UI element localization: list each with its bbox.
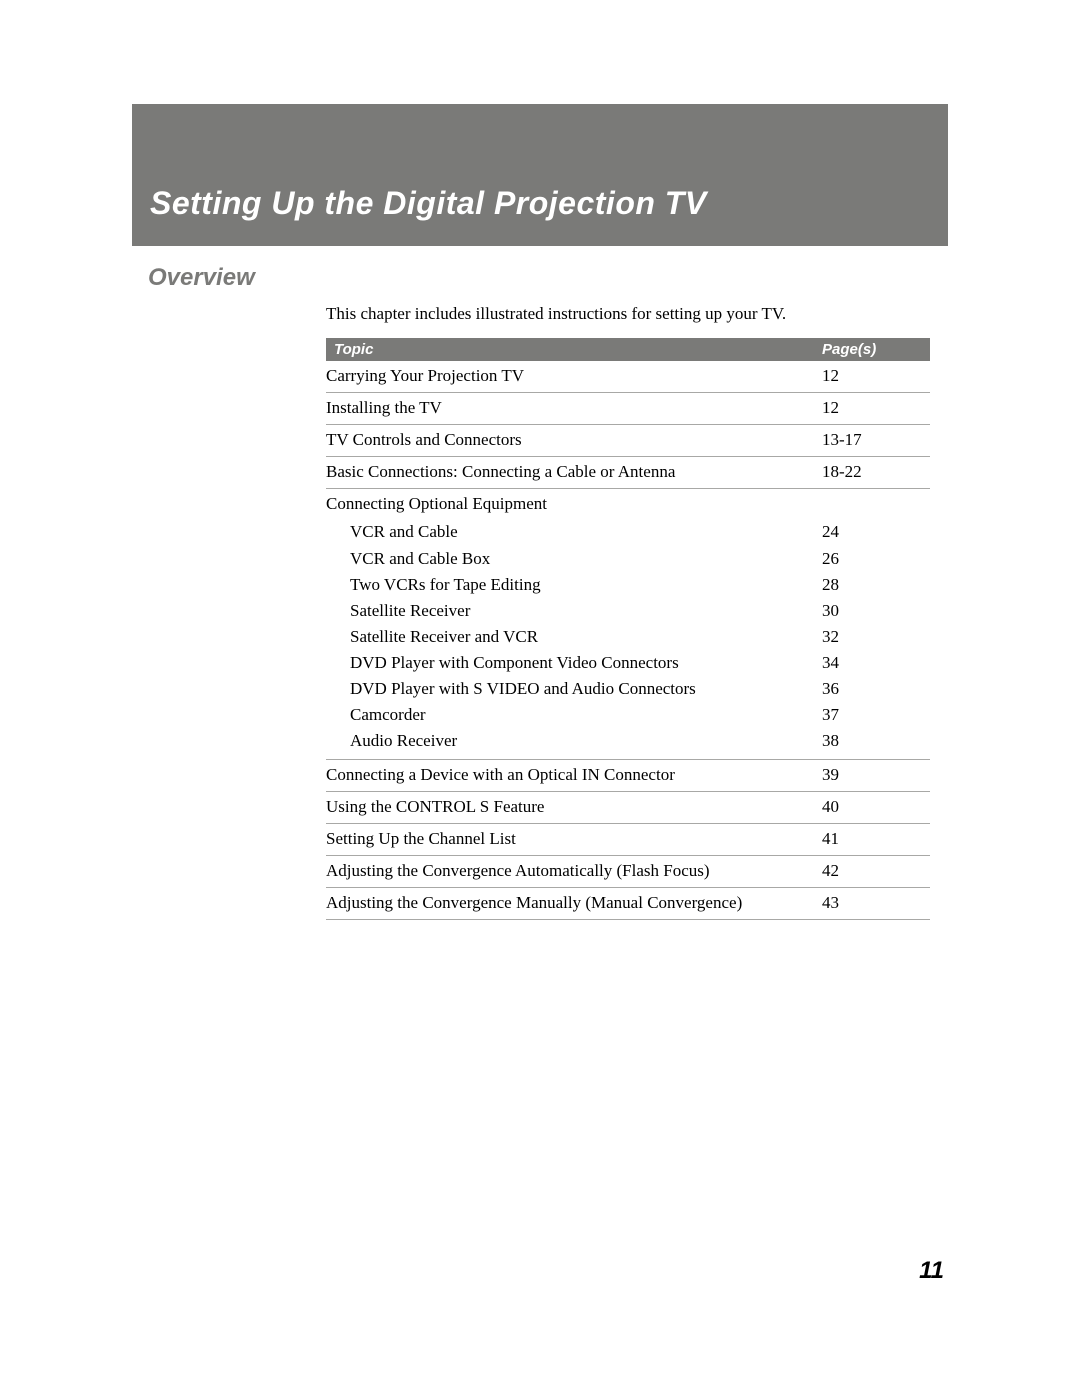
table-row: Adjusting the Convergence Automatically … bbox=[326, 856, 930, 888]
table-subrow: Two VCRs for Tape Editing28 bbox=[326, 572, 930, 598]
table-row: Carrying Your Projection TV12 bbox=[326, 361, 930, 393]
subrow-topic: Two VCRs for Tape Editing bbox=[350, 574, 822, 596]
header-pages: Page(s) bbox=[822, 341, 922, 358]
subrow-pages: 26 bbox=[822, 548, 922, 570]
row-topic: Adjusting the Convergence Manually (Manu… bbox=[326, 892, 822, 915]
topics-table: Topic Page(s) Carrying Your Projection T… bbox=[326, 338, 930, 920]
subrow-topic: VCR and Cable bbox=[350, 521, 822, 543]
row-pages: 40 bbox=[822, 796, 922, 819]
row-topic: Carrying Your Projection TV bbox=[326, 365, 822, 388]
table-subrow: DVD Player with Component Video Connecto… bbox=[326, 650, 930, 676]
subrow-pages: 24 bbox=[822, 521, 922, 543]
subrow-pages: 34 bbox=[822, 652, 922, 674]
chapter-title: Setting Up the Digital Projection TV bbox=[150, 185, 707, 222]
sub-block-end: Audio Receiver38 bbox=[326, 728, 930, 760]
row-topic: Using the CONTROL S Feature bbox=[326, 796, 822, 819]
subrow-topic: Satellite Receiver and VCR bbox=[350, 626, 822, 648]
row-pages: 18-22 bbox=[822, 461, 922, 484]
subrow-topic: DVD Player with S VIDEO and Audio Connec… bbox=[350, 678, 822, 700]
row-topic: TV Controls and Connectors bbox=[326, 429, 822, 452]
subrow-topic: DVD Player with Component Video Connecto… bbox=[350, 652, 822, 674]
table-row: Adjusting the Convergence Manually (Manu… bbox=[326, 888, 930, 920]
table-subrow: Audio Receiver38 bbox=[326, 728, 930, 754]
chapter-header-bar: Setting Up the Digital Projection TV bbox=[132, 104, 948, 246]
table-row: TV Controls and Connectors13-17 bbox=[326, 425, 930, 457]
subrow-pages: 37 bbox=[822, 704, 922, 726]
intro-text: This chapter includes illustrated instru… bbox=[326, 302, 930, 326]
table-subrow: DVD Player with S VIDEO and Audio Connec… bbox=[326, 676, 930, 702]
table-body: Carrying Your Projection TV12Installing … bbox=[326, 361, 930, 920]
table-group-header: Connecting Optional Equipment bbox=[326, 489, 930, 520]
row-pages: 13-17 bbox=[822, 429, 922, 452]
subrow-pages: 38 bbox=[822, 730, 922, 752]
subrow-pages: 28 bbox=[822, 574, 922, 596]
row-topic: Installing the TV bbox=[326, 397, 822, 420]
subrow-pages: 30 bbox=[822, 600, 922, 622]
row-topic: Adjusting the Convergence Automatically … bbox=[326, 860, 822, 883]
table-row: Basic Connections: Connecting a Cable or… bbox=[326, 457, 930, 489]
row-pages: 12 bbox=[822, 365, 922, 388]
subrow-topic: Camcorder bbox=[350, 704, 822, 726]
section-title: Overview bbox=[148, 264, 255, 292]
row-pages: 41 bbox=[822, 828, 922, 851]
row-pages: 39 bbox=[822, 764, 922, 787]
content-area: This chapter includes illustrated instru… bbox=[326, 302, 930, 920]
table-subrow: Satellite Receiver30 bbox=[326, 598, 930, 624]
subrow-pages: 32 bbox=[822, 626, 922, 648]
row-pages: 43 bbox=[822, 892, 922, 915]
table-header-row: Topic Page(s) bbox=[326, 338, 930, 361]
table-subrow: VCR and Cable24 bbox=[326, 519, 930, 545]
row-topic: Connecting a Device with an Optical IN C… bbox=[326, 764, 822, 787]
table-row: Installing the TV12 bbox=[326, 393, 930, 425]
table-subrow: VCR and Cable Box26 bbox=[326, 546, 930, 572]
header-topic: Topic bbox=[334, 341, 822, 358]
table-row: Connecting a Device with an Optical IN C… bbox=[326, 760, 930, 792]
table-subrow: Camcorder37 bbox=[326, 702, 930, 728]
table-row: Using the CONTROL S Feature40 bbox=[326, 792, 930, 824]
table-subrow: Satellite Receiver and VCR32 bbox=[326, 624, 930, 650]
table-row: Setting Up the Channel List41 bbox=[326, 824, 930, 856]
page-number: 11 bbox=[919, 1257, 944, 1285]
subrow-topic: Satellite Receiver bbox=[350, 600, 822, 622]
row-pages: 12 bbox=[822, 397, 922, 420]
row-topic: Basic Connections: Connecting a Cable or… bbox=[326, 461, 822, 484]
row-topic: Setting Up the Channel List bbox=[326, 828, 822, 851]
subrow-topic: VCR and Cable Box bbox=[350, 548, 822, 570]
row-pages: 42 bbox=[822, 860, 922, 883]
subrow-topic: Audio Receiver bbox=[350, 730, 822, 752]
subrow-pages: 36 bbox=[822, 678, 922, 700]
